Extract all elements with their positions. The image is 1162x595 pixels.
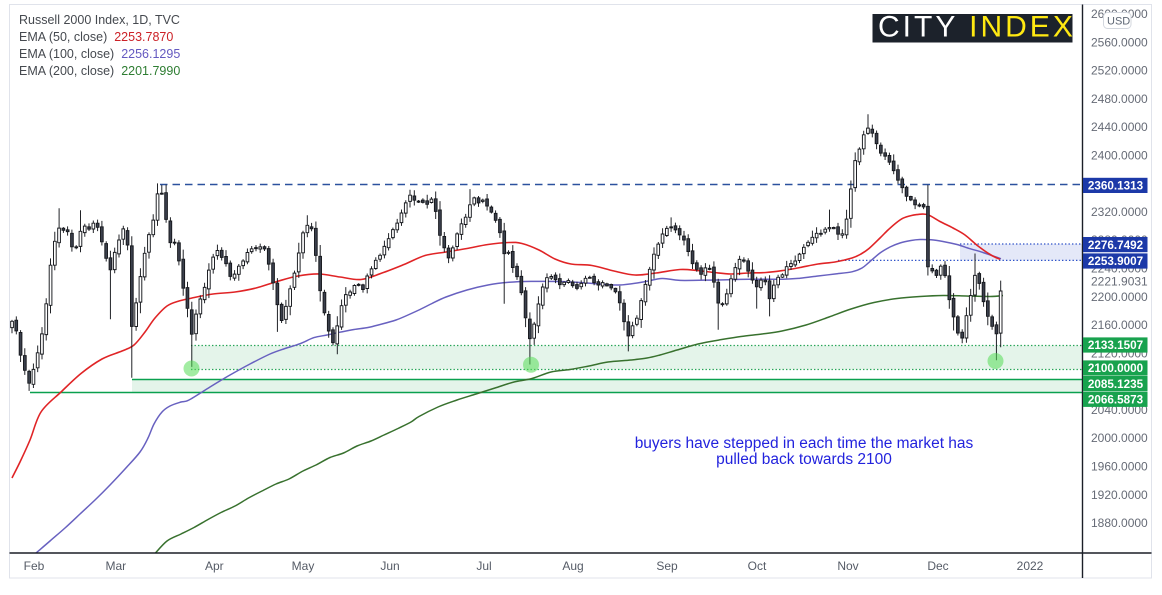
- svg-text:Aug: Aug: [562, 559, 583, 573]
- svg-text:2133.1507: 2133.1507: [1088, 339, 1143, 352]
- svg-text:1960.0000: 1960.0000: [1091, 460, 1148, 474]
- svg-text:2085.1235: 2085.1235: [1088, 378, 1144, 391]
- svg-text:CITY INDEX: CITY INDEX: [878, 11, 1076, 44]
- svg-text:2100.0000: 2100.0000: [1088, 362, 1144, 375]
- svg-text:1920.0000: 1920.0000: [1091, 488, 1148, 502]
- svg-text:2253.9007: 2253.9007: [1088, 255, 1143, 268]
- svg-text:USD: USD: [1107, 16, 1130, 28]
- svg-text:EMA (50, close)2253.7870: EMA (50, close) 2253.7870: [19, 30, 173, 44]
- svg-text:1880.0000: 1880.0000: [1091, 516, 1148, 530]
- svg-text:Russell 2000 Index, 1D, TVC: Russell 2000 Index, 1D, TVC: [19, 13, 180, 27]
- svg-text:Dec: Dec: [927, 559, 948, 573]
- svg-text:2200.0000: 2200.0000: [1091, 290, 1148, 304]
- svg-text:May: May: [292, 559, 315, 573]
- svg-text:2560.0000: 2560.0000: [1091, 35, 1148, 49]
- svg-text:Jun: Jun: [380, 559, 399, 573]
- svg-text:Sep: Sep: [656, 559, 678, 573]
- svg-text:2221.9031: 2221.9031: [1091, 274, 1148, 288]
- svg-text:Nov: Nov: [837, 559, 858, 573]
- svg-text:2440.0000: 2440.0000: [1091, 120, 1148, 134]
- svg-text:2000.0000: 2000.0000: [1091, 431, 1148, 445]
- svg-text:EMA (100, close)2256.1295: EMA (100, close) 2256.1295: [19, 47, 180, 61]
- svg-text:pulled back towards 2100: pulled back towards 2100: [716, 451, 892, 468]
- svg-text:2320.0000: 2320.0000: [1091, 205, 1148, 219]
- svg-text:Jul: Jul: [476, 559, 491, 573]
- svg-text:2520.0000: 2520.0000: [1091, 64, 1148, 78]
- svg-text:buyers have stepped in each ti: buyers have stepped in each time the mar…: [635, 435, 974, 452]
- svg-text:Oct: Oct: [748, 559, 767, 573]
- svg-text:EMA (200, close)2201.7990: EMA (200, close) 2201.7990: [19, 64, 180, 78]
- svg-text:2066.5873: 2066.5873: [1088, 394, 1144, 407]
- svg-text:Mar: Mar: [105, 559, 126, 573]
- svg-text:2360.1313: 2360.1313: [1088, 180, 1144, 193]
- svg-text:2400.0000: 2400.0000: [1091, 148, 1148, 162]
- svg-text:2022: 2022: [1017, 559, 1044, 573]
- svg-text:Feb: Feb: [24, 559, 45, 573]
- svg-text:2160.0000: 2160.0000: [1091, 318, 1148, 332]
- svg-text:2480.0000: 2480.0000: [1091, 92, 1148, 106]
- svg-text:Apr: Apr: [205, 559, 224, 573]
- svg-text:2276.7492: 2276.7492: [1088, 239, 1144, 252]
